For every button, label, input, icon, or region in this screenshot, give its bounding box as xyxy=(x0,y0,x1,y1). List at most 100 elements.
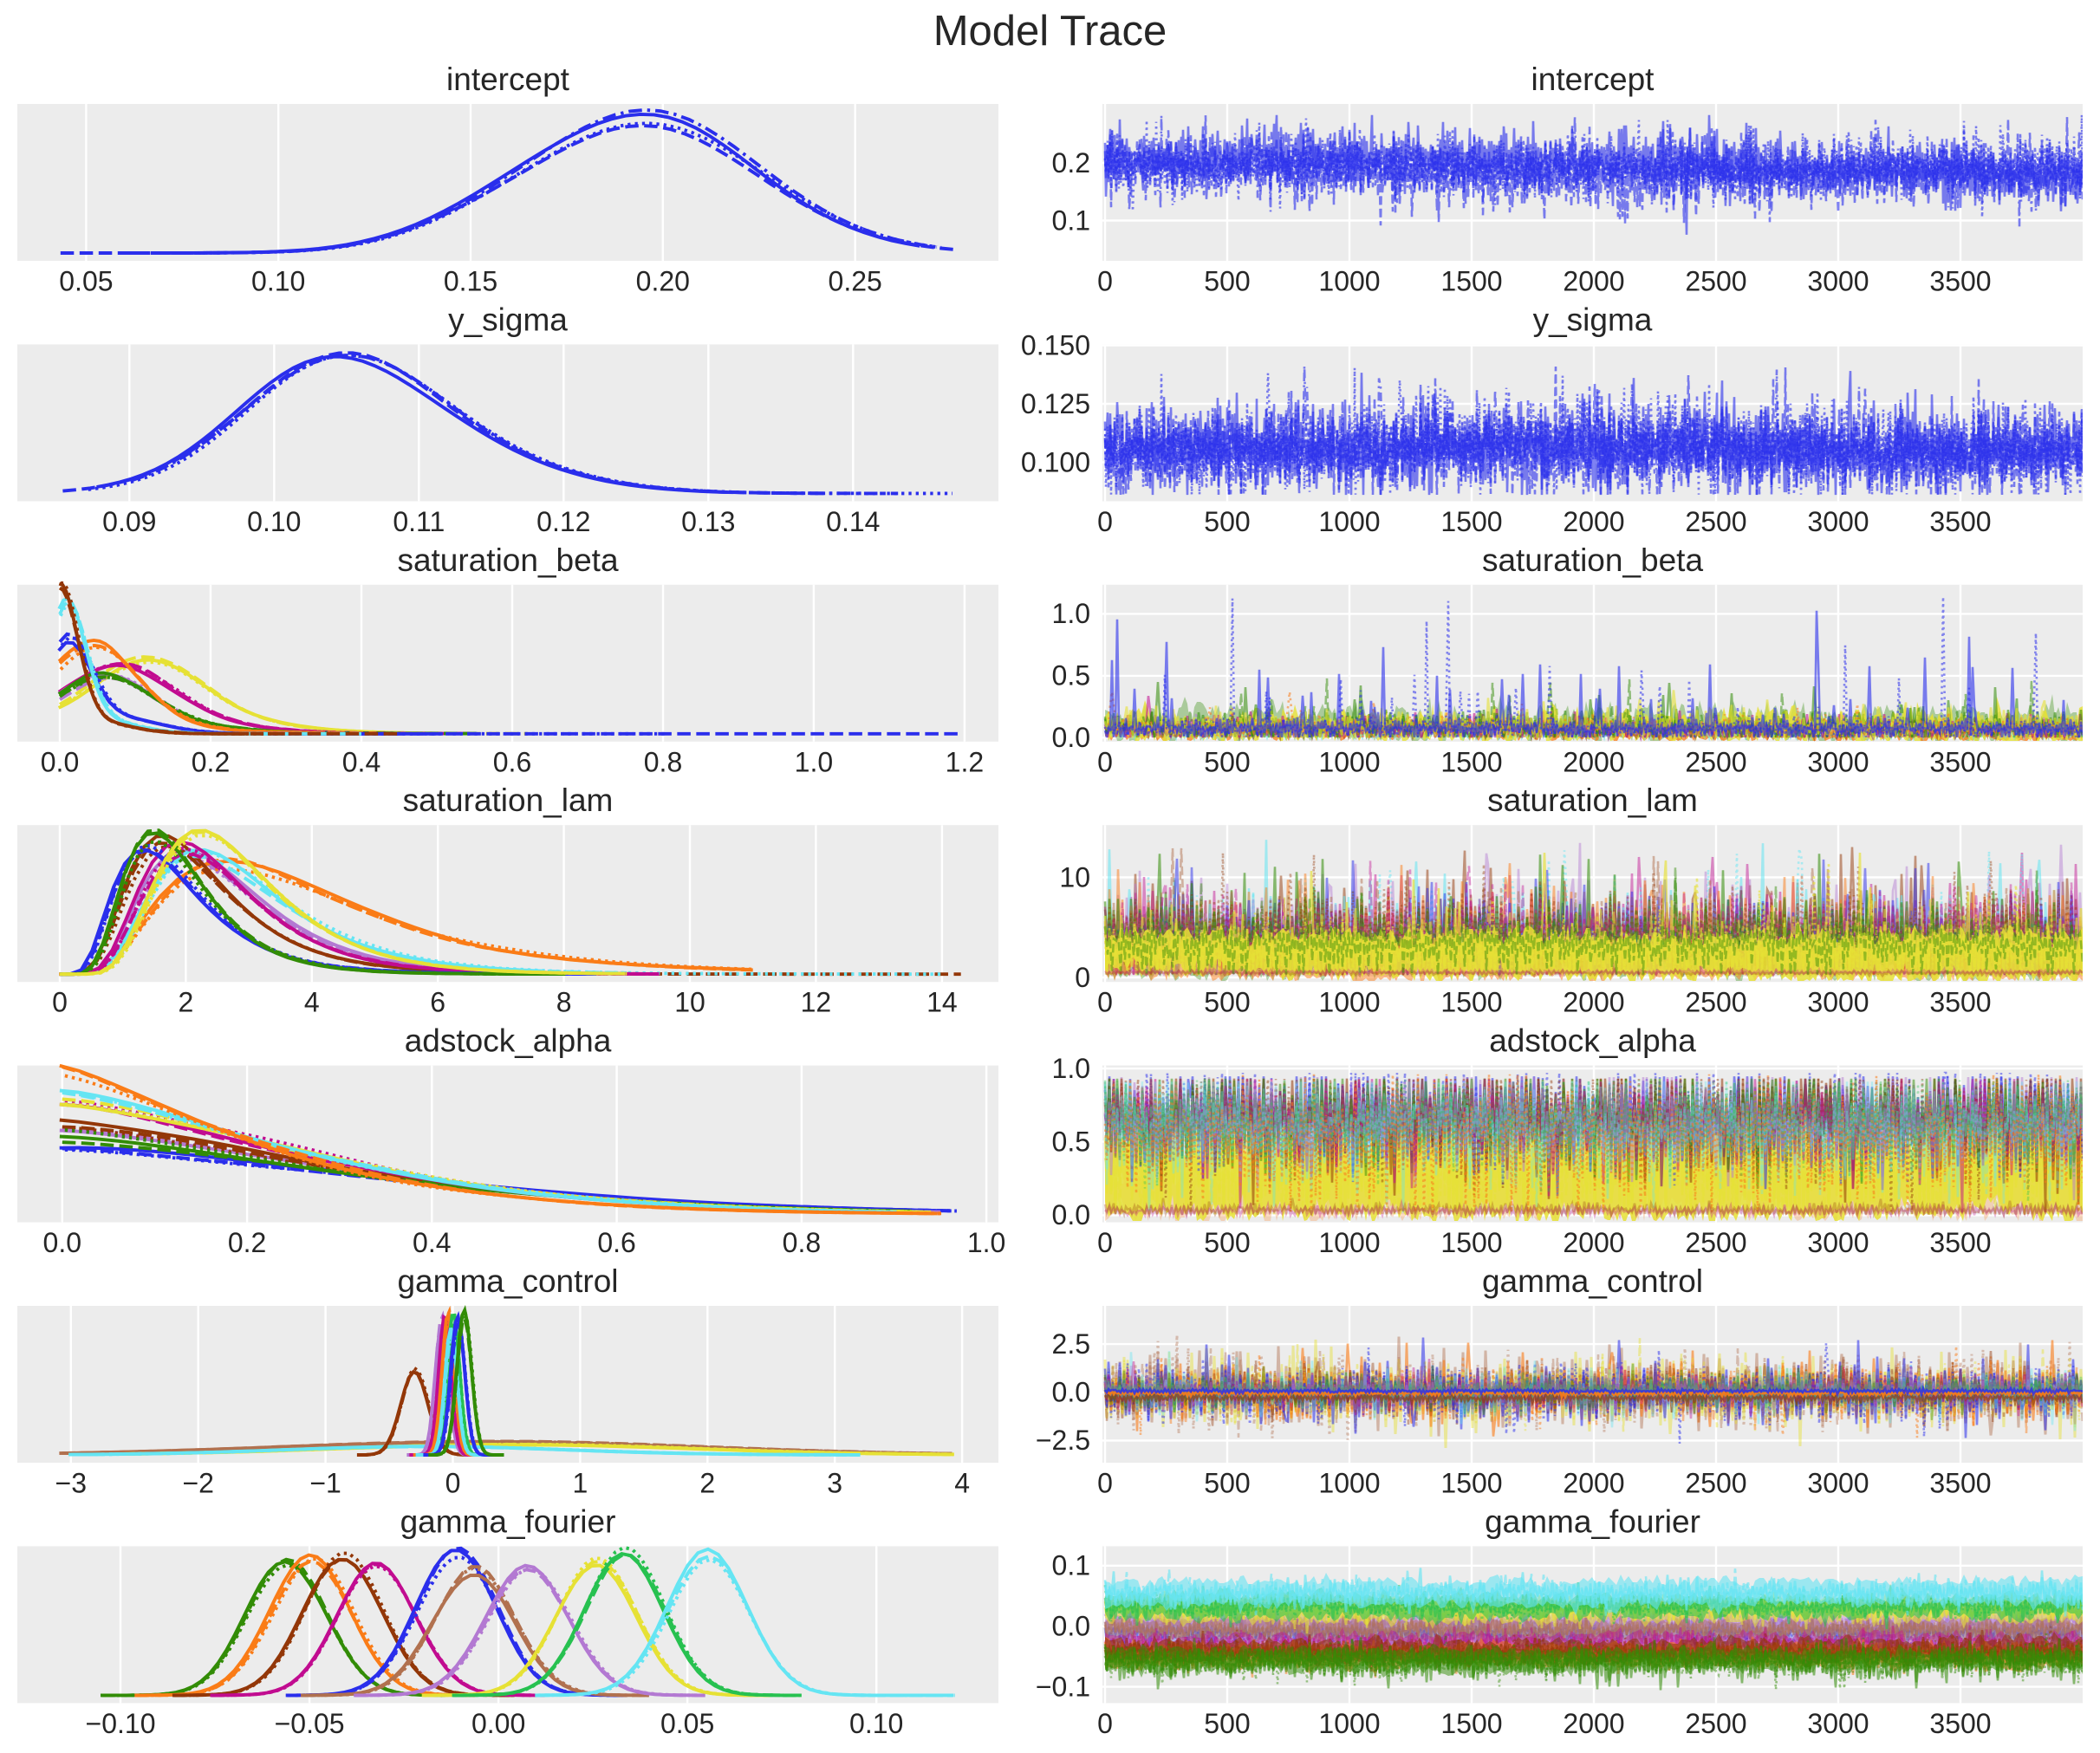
svg-text:0.0: 0.0 xyxy=(1052,1611,1090,1642)
svg-text:0: 0 xyxy=(1097,1227,1113,1258)
svg-text:2500: 2500 xyxy=(1685,1227,1746,1258)
svg-text:saturation_lam: saturation_lam xyxy=(403,782,614,818)
svg-text:2500: 2500 xyxy=(1685,1468,1746,1499)
svg-text:500: 500 xyxy=(1204,746,1250,777)
svg-text:0.10: 0.10 xyxy=(849,1708,903,1739)
svg-text:0: 0 xyxy=(445,1468,461,1499)
svg-text:4: 4 xyxy=(304,987,320,1018)
svg-text:1000: 1000 xyxy=(1318,266,1380,297)
svg-text:0.100: 0.100 xyxy=(1021,446,1090,477)
svg-text:y_sigma: y_sigma xyxy=(448,302,568,337)
svg-text:0.0: 0.0 xyxy=(43,1227,81,1258)
svg-text:gamma_fourier: gamma_fourier xyxy=(400,1503,616,1539)
svg-text:3000: 3000 xyxy=(1807,1708,1869,1739)
svg-text:0.05: 0.05 xyxy=(59,266,113,297)
svg-text:0.6: 0.6 xyxy=(493,746,531,777)
svg-text:1.0: 1.0 xyxy=(795,746,833,777)
svg-text:0: 0 xyxy=(1097,506,1113,537)
svg-text:3000: 3000 xyxy=(1807,506,1869,537)
svg-text:1000: 1000 xyxy=(1318,1227,1380,1258)
svg-text:0.8: 0.8 xyxy=(644,746,682,777)
svg-text:0.12: 0.12 xyxy=(536,506,590,537)
svg-text:3500: 3500 xyxy=(1929,746,1991,777)
svg-text:2: 2 xyxy=(179,987,194,1018)
svg-text:500: 500 xyxy=(1204,506,1250,537)
svg-text:0.13: 0.13 xyxy=(681,506,735,537)
svg-text:500: 500 xyxy=(1204,1227,1250,1258)
svg-text:1500: 1500 xyxy=(1440,266,1502,297)
svg-text:3000: 3000 xyxy=(1807,1227,1869,1258)
svg-text:0.00: 0.00 xyxy=(471,1708,525,1739)
svg-text:500: 500 xyxy=(1204,1468,1250,1499)
svg-text:1500: 1500 xyxy=(1440,1227,1502,1258)
svg-text:0.0: 0.0 xyxy=(41,746,79,777)
svg-text:2: 2 xyxy=(699,1468,715,1499)
svg-text:Model Trace: Model Trace xyxy=(933,8,1167,55)
svg-text:y_sigma: y_sigma xyxy=(1533,302,1653,337)
svg-text:saturation_beta: saturation_beta xyxy=(1482,542,1704,578)
svg-text:3000: 3000 xyxy=(1807,1468,1869,1499)
svg-text:0.2: 0.2 xyxy=(1052,147,1090,179)
svg-text:1.0: 1.0 xyxy=(1052,1053,1090,1084)
svg-text:0.11: 0.11 xyxy=(393,506,445,537)
svg-text:adstock_alpha: adstock_alpha xyxy=(1489,1023,1696,1059)
svg-text:gamma_fourier: gamma_fourier xyxy=(1485,1503,1700,1539)
svg-text:3: 3 xyxy=(827,1468,842,1499)
svg-text:2500: 2500 xyxy=(1685,987,1746,1018)
svg-text:3500: 3500 xyxy=(1929,506,1991,537)
svg-text:3500: 3500 xyxy=(1929,1227,1991,1258)
svg-text:gamma_control: gamma_control xyxy=(1482,1263,1703,1299)
svg-text:1500: 1500 xyxy=(1440,746,1502,777)
svg-text:intercept: intercept xyxy=(1531,62,1655,97)
svg-text:0: 0 xyxy=(1075,962,1090,993)
svg-text:0.20: 0.20 xyxy=(636,266,690,297)
svg-text:0.09: 0.09 xyxy=(102,506,156,537)
svg-text:2500: 2500 xyxy=(1685,1708,1746,1739)
svg-text:saturation_beta: saturation_beta xyxy=(397,542,619,578)
svg-text:3500: 3500 xyxy=(1929,987,1991,1018)
svg-text:−0.1: −0.1 xyxy=(1036,1671,1090,1702)
svg-text:3500: 3500 xyxy=(1929,1468,1991,1499)
svg-text:adstock_alpha: adstock_alpha xyxy=(405,1023,612,1059)
svg-text:1.0: 1.0 xyxy=(1052,598,1090,629)
svg-text:0.0: 0.0 xyxy=(1052,1377,1090,1408)
svg-text:0.0: 0.0 xyxy=(1052,722,1090,753)
svg-text:1500: 1500 xyxy=(1440,987,1502,1018)
svg-text:1000: 1000 xyxy=(1318,1708,1380,1739)
svg-text:10: 10 xyxy=(674,987,705,1018)
svg-text:1.0: 1.0 xyxy=(967,1227,1005,1258)
svg-text:2000: 2000 xyxy=(1563,1708,1624,1739)
svg-text:0.4: 0.4 xyxy=(413,1227,451,1258)
svg-text:1000: 1000 xyxy=(1318,746,1380,777)
svg-text:0.2: 0.2 xyxy=(228,1227,266,1258)
svg-text:0.15: 0.15 xyxy=(444,266,497,297)
svg-text:2500: 2500 xyxy=(1685,746,1746,777)
svg-text:2500: 2500 xyxy=(1685,266,1746,297)
svg-text:0: 0 xyxy=(1097,266,1113,297)
svg-text:2000: 2000 xyxy=(1563,506,1624,537)
svg-text:0.5: 0.5 xyxy=(1052,660,1090,691)
svg-text:1000: 1000 xyxy=(1318,1468,1380,1499)
svg-text:2000: 2000 xyxy=(1563,266,1624,297)
svg-text:3500: 3500 xyxy=(1929,266,1991,297)
svg-text:0: 0 xyxy=(52,987,68,1018)
svg-text:0.1: 0.1 xyxy=(1052,1550,1090,1581)
svg-text:0.2: 0.2 xyxy=(192,746,230,777)
svg-text:0: 0 xyxy=(1097,987,1113,1018)
svg-text:1.2: 1.2 xyxy=(946,746,984,777)
svg-text:2000: 2000 xyxy=(1563,746,1624,777)
svg-text:3000: 3000 xyxy=(1807,987,1869,1018)
svg-text:500: 500 xyxy=(1204,987,1250,1018)
svg-text:12: 12 xyxy=(801,987,832,1018)
svg-text:2000: 2000 xyxy=(1563,1227,1624,1258)
svg-text:3500: 3500 xyxy=(1929,1708,1991,1739)
svg-text:saturation_lam: saturation_lam xyxy=(1487,782,1698,818)
svg-text:10: 10 xyxy=(1059,861,1090,893)
svg-text:0.125: 0.125 xyxy=(1021,388,1090,419)
svg-text:gamma_control: gamma_control xyxy=(397,1263,618,1299)
svg-text:1500: 1500 xyxy=(1440,1468,1502,1499)
svg-text:3000: 3000 xyxy=(1807,746,1869,777)
svg-text:0.1: 0.1 xyxy=(1052,205,1090,236)
svg-text:−0.05: −0.05 xyxy=(275,1708,345,1739)
svg-text:6: 6 xyxy=(430,987,445,1018)
